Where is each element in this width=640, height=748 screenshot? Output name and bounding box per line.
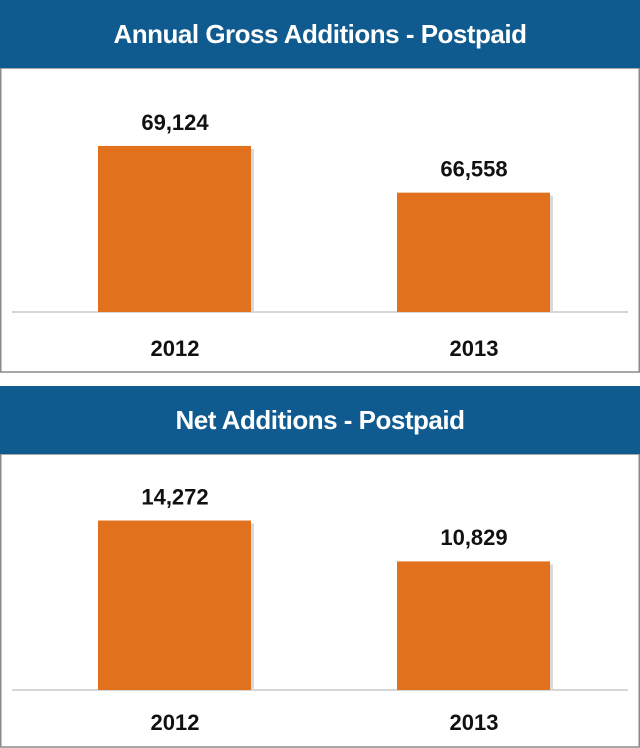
category-label: 2013 bbox=[450, 710, 499, 735]
chart-title: Annual Gross Additions - Postpaid bbox=[114, 19, 527, 49]
bar bbox=[397, 561, 550, 690]
bar bbox=[397, 192, 550, 312]
value-label: 14,272 bbox=[141, 484, 208, 509]
category-label: 2012 bbox=[151, 336, 200, 361]
value-label: 66,558 bbox=[440, 156, 507, 181]
bar bbox=[98, 520, 251, 690]
bar bbox=[98, 145, 251, 312]
value-label: 69,124 bbox=[141, 110, 209, 135]
category-label: 2013 bbox=[450, 336, 499, 361]
value-label: 10,829 bbox=[440, 525, 507, 550]
panel-header bbox=[0, 386, 640, 454]
category-label: 2012 bbox=[151, 710, 200, 735]
panel-header bbox=[0, 0, 640, 68]
chart-title: Net Additions - Postpaid bbox=[176, 405, 465, 435]
